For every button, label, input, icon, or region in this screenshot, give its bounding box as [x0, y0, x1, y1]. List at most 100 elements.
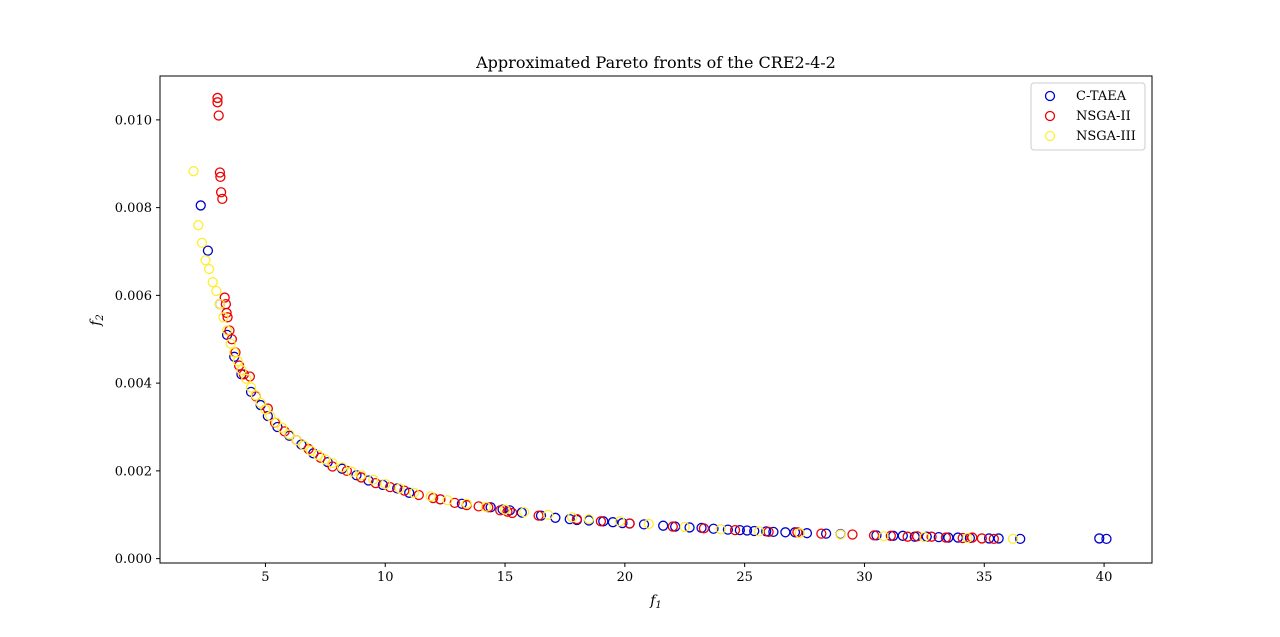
data-point — [212, 92, 223, 104]
chart-title: Approximated Pareto fronts of the CRE2-4… — [475, 53, 836, 72]
x-axis-label-main: f — [649, 593, 658, 609]
data-point — [336, 462, 348, 473]
data-point — [315, 452, 326, 463]
x-axis-label: f1 — [649, 593, 662, 611]
x-tick-label: 30 — [856, 570, 873, 585]
data-point — [207, 277, 218, 288]
data-point — [408, 487, 420, 498]
data-point — [967, 532, 978, 543]
y-axis-label-sub: 2 — [95, 314, 106, 321]
data-point — [734, 524, 746, 536]
data-point — [1094, 533, 1105, 544]
data-point — [698, 523, 710, 534]
y-tick-label: 0.004 — [115, 377, 152, 392]
data-point — [245, 382, 257, 393]
data-point — [820, 528, 832, 539]
x-tick-label: 10 — [377, 570, 394, 585]
data-point — [456, 498, 468, 509]
x-axis-label-sub: 1 — [655, 600, 661, 611]
data-point — [624, 518, 635, 529]
data-point — [962, 532, 973, 544]
data-point — [926, 531, 937, 542]
data-point — [217, 193, 228, 204]
data-point — [533, 510, 544, 521]
legend-marker-nsga-iii — [1044, 130, 1056, 142]
data-point — [298, 440, 309, 451]
y-tick-label: 0.008 — [115, 201, 152, 216]
data-point — [976, 533, 988, 544]
data-point — [195, 200, 206, 211]
data-point — [213, 110, 224, 121]
data-point — [868, 530, 880, 541]
y-tick-label: 0.000 — [115, 552, 152, 567]
legend-box — [1030, 82, 1146, 151]
data-point — [571, 513, 583, 525]
data-point — [780, 527, 791, 538]
data-point — [346, 466, 357, 477]
data-point — [215, 171, 226, 183]
data-point — [667, 521, 678, 532]
data-point — [356, 470, 367, 481]
data-point — [435, 494, 446, 505]
data-point — [885, 530, 896, 541]
data-point — [993, 533, 1004, 544]
y-axis-label-main: f — [88, 318, 104, 327]
data-point — [399, 485, 410, 496]
data-point — [193, 220, 204, 231]
data-point — [404, 487, 415, 498]
data-point — [1007, 533, 1019, 545]
series-c-taea — [195, 200, 1112, 545]
data-point — [919, 531, 930, 543]
data-point — [658, 520, 669, 531]
data-point — [211, 285, 222, 297]
data-point — [241, 373, 252, 384]
data-point — [684, 522, 695, 533]
data-point — [226, 334, 238, 345]
data-point — [595, 516, 607, 527]
data-point — [729, 524, 741, 536]
data-point — [203, 263, 215, 275]
y-tick-label: 0.002 — [115, 464, 152, 479]
x-tick-label: 20 — [617, 570, 634, 585]
data-point — [271, 417, 282, 428]
data-point — [214, 298, 226, 310]
x-tick-label: 5 — [261, 570, 269, 585]
data-point — [260, 404, 271, 415]
data-point — [425, 491, 436, 502]
data-point — [801, 528, 813, 539]
data-point — [284, 429, 295, 440]
legend: C-TAEA NSGA-II NSGA-III — [1030, 82, 1146, 151]
legend-label-c-taea: C-TAEA — [1076, 89, 1127, 104]
data-point — [940, 532, 952, 543]
data-point — [502, 506, 513, 517]
data-point — [255, 397, 266, 409]
data-point — [250, 390, 261, 401]
y-tick-label: 0.006 — [115, 289, 152, 304]
data-point — [277, 422, 288, 434]
data-point — [368, 474, 379, 485]
plot-area — [159, 75, 1153, 564]
data-point — [543, 509, 554, 520]
data-point — [741, 525, 753, 536]
data-point — [638, 519, 650, 530]
data-point — [196, 237, 208, 248]
legend-marker-nsga-ii — [1044, 110, 1056, 122]
y-axis: 0.000 0.002 0.004 0.006 0.008 0.010 — [115, 113, 160, 567]
data-point — [380, 478, 391, 490]
data-point — [753, 526, 765, 537]
data-point — [413, 489, 424, 501]
x-axis: 5 10 15 20 25 30 35 40 — [261, 563, 1112, 585]
data-point — [202, 245, 214, 256]
legend-label-nsga-iii: NSGA-III — [1076, 129, 1136, 144]
data-point — [428, 492, 439, 504]
data-point — [218, 312, 229, 323]
x-tick-label: 15 — [497, 570, 514, 585]
data-point — [722, 524, 734, 535]
data-point — [461, 498, 472, 509]
data-point — [229, 347, 240, 358]
data-point — [495, 505, 506, 516]
data-point — [188, 166, 199, 177]
legend-label-nsga-ii: NSGA-II — [1076, 109, 1131, 124]
